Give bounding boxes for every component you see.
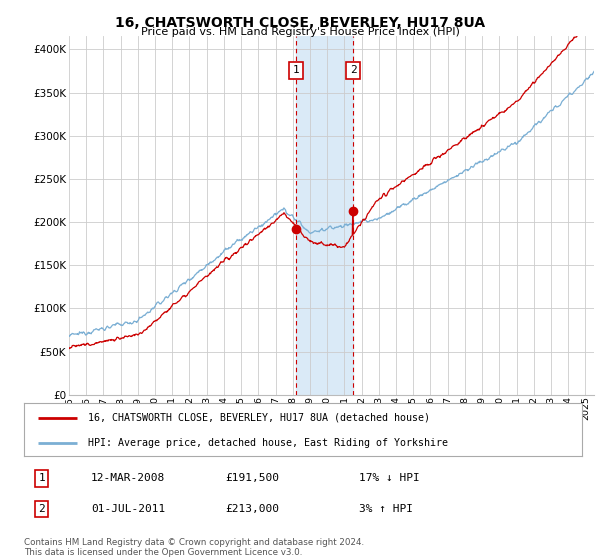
Text: HPI: Average price, detached house, East Riding of Yorkshire: HPI: Average price, detached house, East… — [88, 438, 448, 448]
Text: 1: 1 — [38, 473, 45, 483]
Text: 2: 2 — [38, 504, 45, 514]
Text: 1: 1 — [293, 66, 299, 76]
Text: 01-JUL-2011: 01-JUL-2011 — [91, 504, 165, 514]
Text: Contains HM Land Registry data © Crown copyright and database right 2024.
This d: Contains HM Land Registry data © Crown c… — [24, 538, 364, 557]
Text: 12-MAR-2008: 12-MAR-2008 — [91, 473, 165, 483]
Text: 2: 2 — [350, 66, 356, 76]
Text: 16, CHATSWORTH CLOSE, BEVERLEY, HU17 8UA (detached house): 16, CHATSWORTH CLOSE, BEVERLEY, HU17 8UA… — [88, 413, 430, 423]
Bar — [296, 36, 353, 395]
Text: £213,000: £213,000 — [225, 504, 279, 514]
Text: 17% ↓ HPI: 17% ↓ HPI — [359, 473, 419, 483]
Text: 3% ↑ HPI: 3% ↑ HPI — [359, 504, 413, 514]
Text: £191,500: £191,500 — [225, 473, 279, 483]
Text: 16, CHATSWORTH CLOSE, BEVERLEY, HU17 8UA: 16, CHATSWORTH CLOSE, BEVERLEY, HU17 8UA — [115, 16, 485, 30]
Text: Price paid vs. HM Land Registry's House Price Index (HPI): Price paid vs. HM Land Registry's House … — [140, 27, 460, 37]
